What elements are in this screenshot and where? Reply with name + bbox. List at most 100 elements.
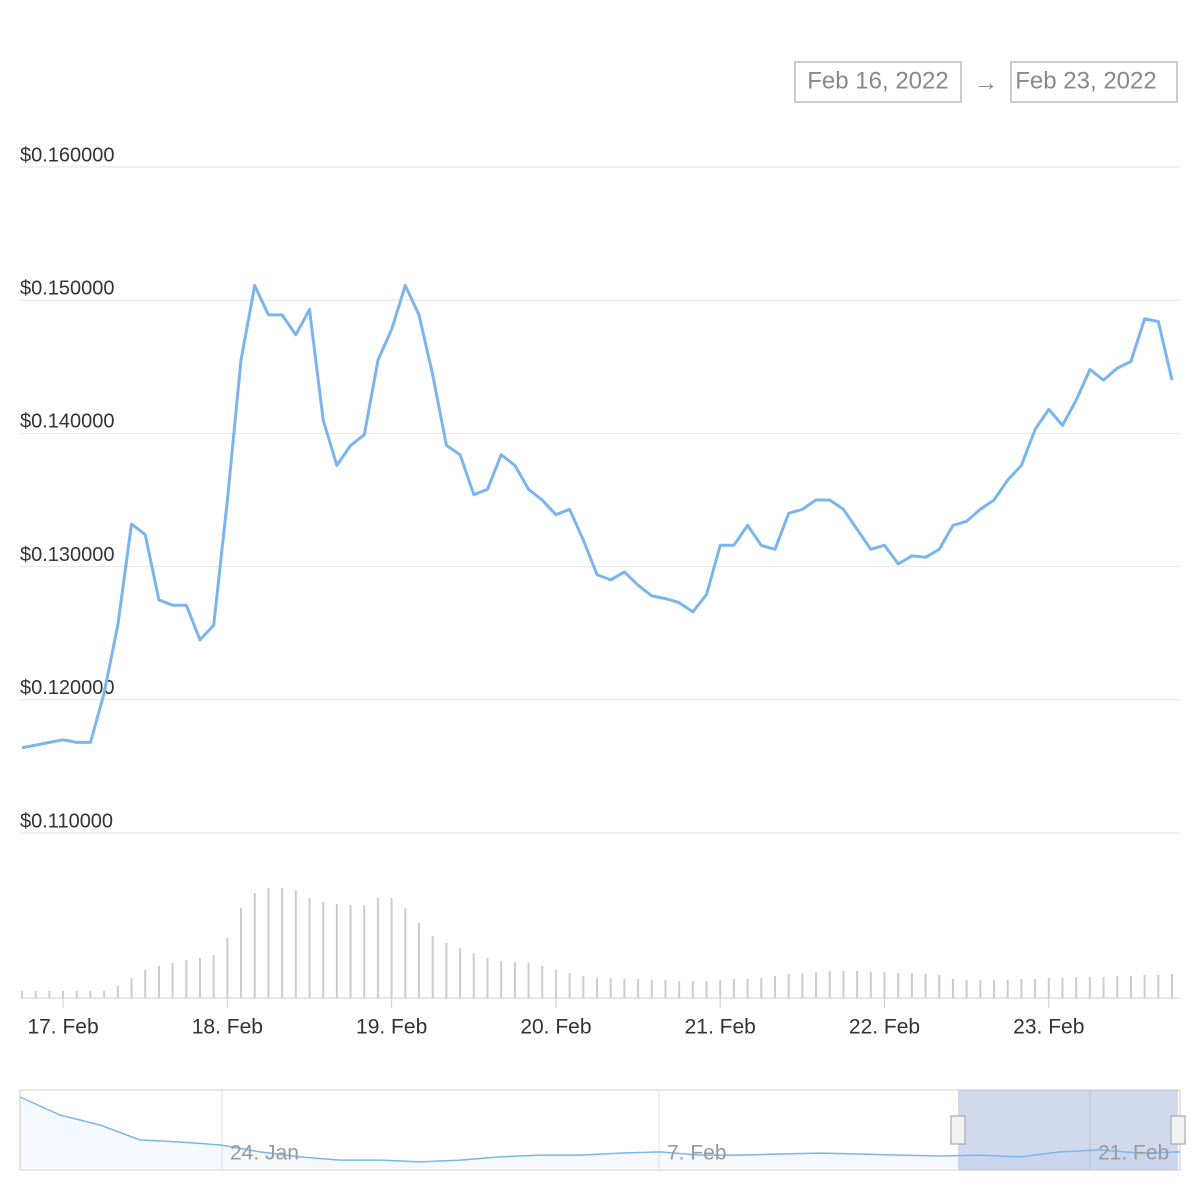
y-tick-label: $0.160000: [20, 144, 115, 166]
volume-bar: [828, 971, 831, 998]
volume-bar: [691, 981, 694, 998]
volume-bar: [623, 979, 626, 998]
volume-bar: [541, 966, 544, 998]
x-tick-label: 19. Feb: [356, 1016, 427, 1039]
navigator-selection[interactable]: [958, 1090, 1178, 1170]
navigator-label: 21. Feb: [1098, 1142, 1169, 1165]
volume-bar: [993, 980, 996, 998]
y-tick-label: $0.130000: [20, 544, 115, 566]
volume-bar: [363, 905, 366, 998]
volume-bar: [513, 962, 516, 998]
volume-bar: [568, 973, 571, 998]
date-from-input[interactable]: [794, 61, 962, 103]
x-tick-label: 17. Feb: [27, 1016, 98, 1039]
volume-bar: [596, 978, 598, 998]
volume-bar: [910, 973, 913, 998]
y-tick-label: $0.110000: [20, 810, 113, 832]
volume-bar: [445, 943, 448, 998]
date-to-input[interactable]: [1010, 61, 1178, 103]
volume-bar: [760, 978, 763, 998]
x-tick-label: 22. Feb: [849, 1016, 920, 1039]
volume-bar: [171, 963, 174, 998]
volume-bar: [130, 978, 133, 998]
volume-bar: [226, 938, 229, 998]
volume-bar: [965, 980, 968, 998]
volume-bar: [883, 972, 886, 998]
volume-bar: [1157, 975, 1160, 998]
volume-bar: [185, 960, 188, 998]
date-separator: →: [974, 69, 998, 96]
volume-bar: [637, 979, 640, 998]
volume-bar: [554, 970, 557, 998]
volume-bar: [979, 980, 982, 998]
volume-bar: [198, 958, 201, 998]
volume-bar: [1102, 977, 1105, 998]
volume-bar: [1020, 979, 1023, 998]
volume-bar: [1006, 980, 1009, 998]
volume-bar: [431, 936, 434, 998]
volume-bar: [951, 979, 954, 998]
volume-bar: [1075, 977, 1078, 998]
volume-bar: [732, 979, 735, 998]
volume-bar: [322, 902, 325, 998]
volume-bar: [240, 908, 243, 998]
volume-bar: [308, 898, 311, 998]
volume-bar: [89, 991, 92, 998]
date-to: Feb 23, 2022: [1015, 67, 1156, 94]
x-tick-label: 20. Feb: [520, 1016, 591, 1039]
navigator-line: [19, 1096, 1181, 1163]
volume-bar: [486, 958, 489, 998]
volume-bar: [376, 898, 379, 998]
x-tick-label: 18. Feb: [192, 1016, 263, 1039]
y-tick-label: $0.140000: [20, 411, 115, 433]
volume-bar: [856, 971, 859, 998]
volume-bar: [897, 973, 900, 998]
volume-bar: [34, 991, 37, 998]
volume-bar: [157, 966, 160, 998]
volume-bar: [582, 976, 585, 998]
volume-bar: [938, 975, 941, 998]
volume-bar: [1129, 976, 1132, 998]
volume-bar: [678, 981, 681, 998]
volume-bar: [1061, 978, 1064, 998]
navigator-label: 24. Jan: [230, 1142, 299, 1165]
x-tick-label: 23. Feb: [1013, 1016, 1084, 1039]
volume-bar: [1088, 977, 1091, 998]
volume-bar: [500, 961, 503, 998]
navigator-label: 7. Feb: [667, 1142, 727, 1165]
volume-bar: [1143, 975, 1146, 998]
volume-bar: [281, 888, 284, 998]
volume-bar: [924, 974, 927, 998]
volume-bar: [746, 979, 749, 998]
volume-bar: [1034, 979, 1037, 998]
volume-bar: [719, 980, 722, 998]
volume-bar: [404, 908, 407, 998]
navigator-handle[interactable]: [950, 1115, 966, 1145]
volume-bar: [773, 976, 776, 998]
volume-bar: [815, 972, 818, 998]
volume-bar: [390, 898, 393, 998]
volume-bar: [75, 991, 78, 998]
volume-bar: [335, 904, 338, 998]
volume-bar: [801, 973, 804, 998]
volume-bar: [48, 991, 51, 998]
date-from: Feb 16, 2022: [807, 67, 948, 94]
volume-bar: [212, 955, 215, 998]
volume-bar: [869, 972, 872, 998]
volume-bar: [116, 986, 119, 998]
navigator-frame: [19, 1089, 1181, 1171]
volume-bar: [144, 970, 147, 998]
y-tick-label: $0.120000: [20, 677, 115, 699]
volume-bar: [650, 980, 653, 998]
volume-bar: [1116, 976, 1119, 998]
volume-bar: [253, 893, 256, 998]
x-tick-label: 21. Feb: [685, 1016, 756, 1039]
volume-bar: [103, 991, 106, 998]
volume-bar: [62, 991, 65, 998]
volume-bar: [459, 948, 462, 998]
volume-bar: [472, 953, 475, 998]
volume-bar: [842, 971, 845, 998]
navigator-handle[interactable]: [1170, 1115, 1186, 1145]
volume-bar: [705, 981, 708, 998]
